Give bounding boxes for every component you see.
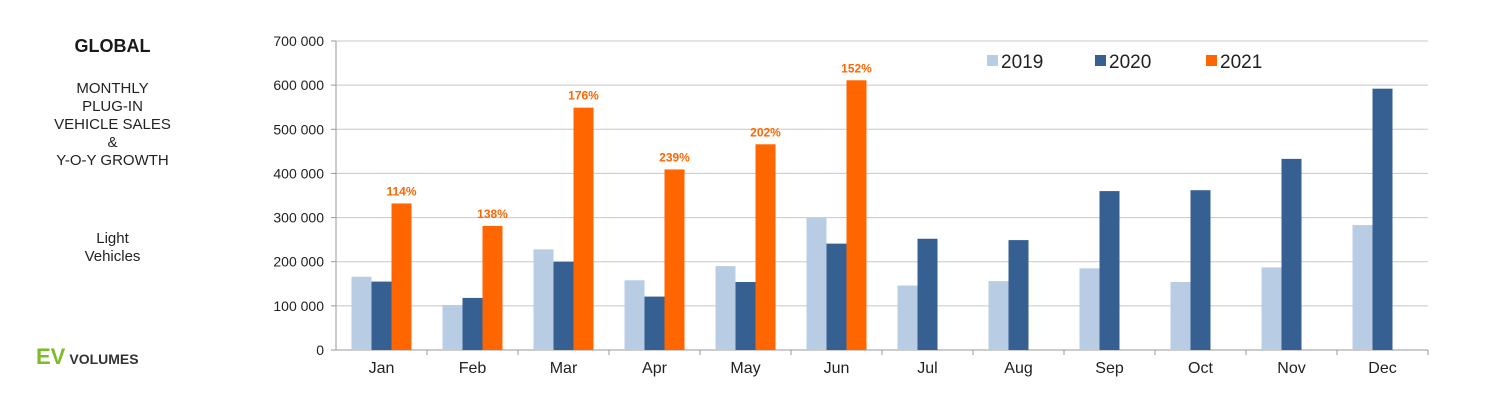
y-tick-label: 600 000: [273, 77, 324, 93]
bar-2021-jan: [391, 203, 412, 350]
bar-2019-jan: [351, 276, 372, 350]
bar-2020-feb: [462, 297, 483, 350]
legend-label-2021: 2021: [1220, 52, 1262, 73]
chart-region-title: GLOBAL: [74, 36, 151, 56]
bar-2020-oct: [1190, 190, 1211, 350]
bar-2020-jan: [371, 281, 392, 350]
growth-label: 114%: [386, 184, 416, 198]
bar-2019-jun: [806, 218, 827, 350]
description-line: &: [107, 134, 118, 151]
x-tick-label: Oct: [1188, 360, 1213, 377]
bar-2020-apr: [644, 296, 665, 350]
x-tick-label: Jan: [369, 360, 395, 377]
y-axis-ticks: 0 100 000 200 000 300 000 400 000 500 000 600 …: [273, 33, 324, 358]
legend-label-2020: 2020: [1109, 52, 1151, 73]
x-tick-label: May: [730, 360, 760, 377]
y-tick-label: 200 000: [273, 254, 324, 270]
bar-2021-jun: [846, 80, 867, 350]
growth-label: 152%: [841, 61, 872, 75]
y-tick-label: 300 000: [273, 210, 324, 226]
y-tick-label: 400 000: [273, 165, 324, 181]
legend-swatch-2020: [1095, 55, 1106, 66]
x-tick-label: Feb: [459, 360, 487, 377]
bar-2020-sep: [1099, 191, 1120, 350]
bar-2020-aug: [1008, 240, 1029, 350]
bars: [351, 80, 1393, 350]
growth-labels: 114% 138% 176% 239% 202% 152%: [386, 61, 872, 221]
growth-label: 176%: [568, 89, 599, 103]
bar-2021-feb: [482, 225, 503, 350]
bar-2020-jul: [917, 238, 938, 350]
legend-swatch-2019: [987, 55, 998, 66]
sidebar: GLOBAL MONTHLY PLUG-IN VEHICLE SALES & Y…: [0, 0, 225, 416]
y-tick-label: 100 000: [273, 298, 324, 314]
bar-2021-may: [755, 144, 776, 350]
x-tick-label: Aug: [1004, 360, 1032, 377]
x-tick-label: Jun: [824, 360, 850, 377]
description-line: PLUG-IN: [82, 98, 143, 115]
segment-line: Vehicles: [84, 248, 141, 265]
growth-label: 202%: [750, 125, 781, 139]
bar-2019-dec: [1352, 225, 1373, 350]
logo-volumes-text: VOLUMES: [69, 351, 139, 367]
vehicle-segment: Light Vehicles: [0, 230, 225, 266]
x-tick-label: Mar: [550, 360, 578, 377]
bar-2019-apr: [624, 280, 645, 350]
logo-ev-text: EV: [36, 344, 66, 369]
ev-volumes-logo: EV VOLUMES: [36, 344, 139, 370]
description-line: Y-O-Y GROWTH: [56, 152, 169, 169]
bar-2019-feb: [442, 304, 463, 350]
bar-2019-aug: [988, 281, 1009, 350]
bar-2019-nov: [1261, 267, 1282, 350]
x-tick-label: Apr: [642, 360, 668, 377]
x-tick-label: Sep: [1095, 360, 1124, 377]
bar-2019-may: [715, 266, 736, 350]
y-tick-label: 700 000: [273, 33, 324, 49]
segment-line: Light: [96, 230, 129, 247]
bar-2020-nov: [1281, 158, 1302, 350]
description-line: VEHICLE SALES: [54, 116, 171, 133]
x-axis: Jan Feb Mar Apr May Jun Jul Aug Sep Oct Nov Dec: [369, 350, 1429, 377]
y-tick-label: 0: [316, 342, 324, 358]
bar-2020-dec: [1372, 88, 1393, 350]
description-line: MONTHLY: [76, 80, 149, 97]
legend-swatch-2021: [1206, 55, 1217, 66]
bar-2020-mar: [553, 261, 574, 350]
bar-2019-mar: [533, 249, 554, 350]
legend-label-2019: 2019: [1001, 52, 1043, 73]
bar-2021-apr: [664, 169, 685, 350]
bar-2019-jul: [897, 285, 918, 350]
y-tick-label: 500 000: [273, 121, 324, 137]
x-tick-label: Dec: [1368, 360, 1396, 377]
x-tick-label: Jul: [917, 360, 937, 377]
x-tick-label: Nov: [1277, 360, 1305, 377]
bar-2019-oct: [1170, 282, 1191, 350]
growth-label: 239%: [659, 150, 690, 164]
bar-2019-sep: [1079, 268, 1100, 350]
bar-2020-jun: [826, 243, 847, 350]
chart-description: MONTHLY PLUG-IN VEHICLE SALES & Y-O-Y GR…: [0, 80, 225, 170]
bar-2021-mar: [573, 107, 594, 350]
growth-label: 138%: [477, 207, 508, 221]
legend: 2019 2020 2021: [987, 52, 1262, 73]
bar-2020-may: [735, 282, 756, 350]
